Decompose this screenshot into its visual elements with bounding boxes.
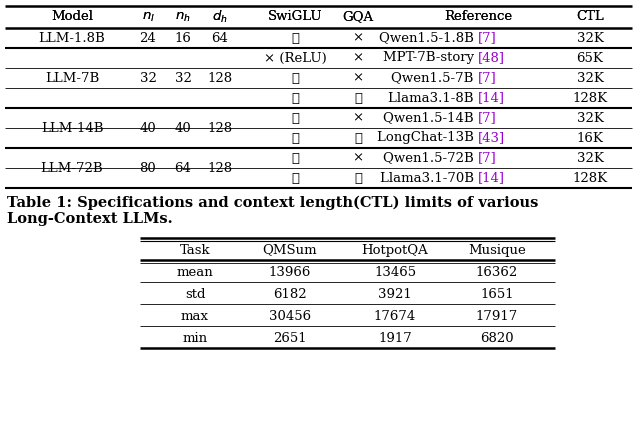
Text: 128K: 128K: [572, 91, 607, 105]
Text: Table 1: Specifications and context length(CTL) limits of various: Table 1: Specifications and context leng…: [7, 196, 538, 210]
Text: 17917: 17917: [476, 310, 518, 323]
Text: $n_l$: $n_l$: [141, 11, 154, 23]
Text: MPT-7B-story: MPT-7B-story: [383, 52, 478, 64]
Text: GQA: GQA: [342, 11, 374, 23]
Text: ×: ×: [353, 152, 364, 164]
Text: $n_h$: $n_h$: [175, 11, 191, 23]
Text: Qwen1.5-7B: Qwen1.5-7B: [392, 71, 478, 85]
Text: Long-Context LLMs.: Long-Context LLMs.: [7, 212, 173, 226]
Text: ✓: ✓: [291, 112, 299, 124]
Text: 16K: 16K: [577, 131, 604, 145]
Text: HotpotQA: HotpotQA: [362, 243, 428, 257]
Text: QMSum: QMSum: [262, 243, 317, 257]
Text: 17674: 17674: [374, 310, 416, 323]
Text: 2651: 2651: [273, 332, 307, 345]
Text: [7]: [7]: [478, 71, 497, 85]
Text: ✓: ✓: [354, 172, 362, 184]
Text: Model: Model: [51, 11, 93, 23]
Text: LLM-72B: LLM-72B: [41, 161, 103, 175]
Text: 13465: 13465: [374, 266, 416, 279]
Text: CTL: CTL: [576, 11, 604, 23]
Text: Reference: Reference: [444, 11, 512, 23]
Text: 64: 64: [212, 31, 228, 45]
Text: [14]: [14]: [478, 91, 505, 105]
Text: std: std: [185, 288, 205, 301]
Text: Qwen1.5-72B: Qwen1.5-72B: [383, 152, 478, 164]
Text: ✓: ✓: [354, 131, 362, 145]
Text: Reference: Reference: [444, 11, 512, 23]
Text: 1651: 1651: [480, 288, 514, 301]
Text: SwiGLU: SwiGLU: [268, 11, 323, 23]
Text: Qwen1.5-14B: Qwen1.5-14B: [383, 112, 478, 124]
Text: 32K: 32K: [577, 112, 604, 124]
Text: 16: 16: [175, 31, 191, 45]
Text: 128: 128: [207, 161, 232, 175]
Text: Llama3.1-8B: Llama3.1-8B: [388, 91, 478, 105]
Text: ✓: ✓: [291, 31, 299, 45]
Text: 32K: 32K: [577, 71, 604, 85]
Text: min: min: [182, 332, 207, 345]
Text: CTL: CTL: [576, 11, 604, 23]
Text: ✓: ✓: [291, 131, 299, 145]
Text: [48]: [48]: [478, 52, 505, 64]
Text: [14]: [14]: [478, 172, 505, 184]
Text: 128K: 128K: [572, 172, 607, 184]
Text: $d_h$: $d_h$: [212, 9, 228, 25]
Text: [7]: [7]: [478, 31, 497, 45]
Text: $n_h$: $n_h$: [175, 11, 191, 23]
Text: Llama3.1-70B: Llama3.1-70B: [380, 172, 478, 184]
Text: GQA: GQA: [342, 11, 374, 23]
Text: 128: 128: [207, 71, 232, 85]
Text: ✓: ✓: [291, 172, 299, 184]
Text: Qwen1.5-1.8B: Qwen1.5-1.8B: [379, 31, 478, 45]
Text: [7]: [7]: [478, 112, 497, 124]
Text: 32K: 32K: [577, 152, 604, 164]
Text: [43]: [43]: [478, 131, 505, 145]
Text: ×: ×: [353, 71, 364, 85]
Text: $d_h$: $d_h$: [212, 9, 228, 25]
Text: ✓: ✓: [354, 91, 362, 105]
Text: ×: ×: [353, 52, 364, 64]
Text: LongChat-13B: LongChat-13B: [377, 131, 478, 145]
Text: [7]: [7]: [478, 152, 497, 164]
Text: Task: Task: [180, 243, 211, 257]
Text: 65K: 65K: [577, 52, 604, 64]
Text: 24: 24: [140, 31, 156, 45]
Text: 64: 64: [175, 161, 191, 175]
Text: 6820: 6820: [480, 332, 514, 345]
Text: mean: mean: [177, 266, 213, 279]
Text: LLM-1.8B: LLM-1.8B: [38, 31, 106, 45]
Text: ×: ×: [353, 31, 364, 45]
Text: LLM-7B: LLM-7B: [45, 71, 99, 85]
Text: ✓: ✓: [291, 152, 299, 164]
Text: ✓: ✓: [291, 71, 299, 85]
Text: SwiGLU: SwiGLU: [268, 11, 323, 23]
Text: ×: ×: [353, 112, 364, 124]
Text: 80: 80: [140, 161, 156, 175]
Text: 16362: 16362: [476, 266, 518, 279]
Text: LLM-14B: LLM-14B: [41, 122, 103, 135]
Text: ✓: ✓: [291, 91, 299, 105]
Text: max: max: [181, 310, 209, 323]
Text: Model: Model: [51, 11, 93, 23]
Text: Musique: Musique: [468, 243, 526, 257]
Text: $n_l$: $n_l$: [141, 11, 154, 23]
Text: 1917: 1917: [378, 332, 412, 345]
Text: 3921: 3921: [378, 288, 412, 301]
Text: 32: 32: [175, 71, 191, 85]
Text: 128: 128: [207, 122, 232, 135]
Text: 13966: 13966: [269, 266, 311, 279]
Text: 30456: 30456: [269, 310, 311, 323]
Text: 32: 32: [140, 71, 156, 85]
Text: 40: 40: [140, 122, 156, 135]
Text: 6182: 6182: [273, 288, 307, 301]
Text: × (ReLU): × (ReLU): [264, 52, 326, 64]
Text: 40: 40: [175, 122, 191, 135]
Text: 32K: 32K: [577, 31, 604, 45]
